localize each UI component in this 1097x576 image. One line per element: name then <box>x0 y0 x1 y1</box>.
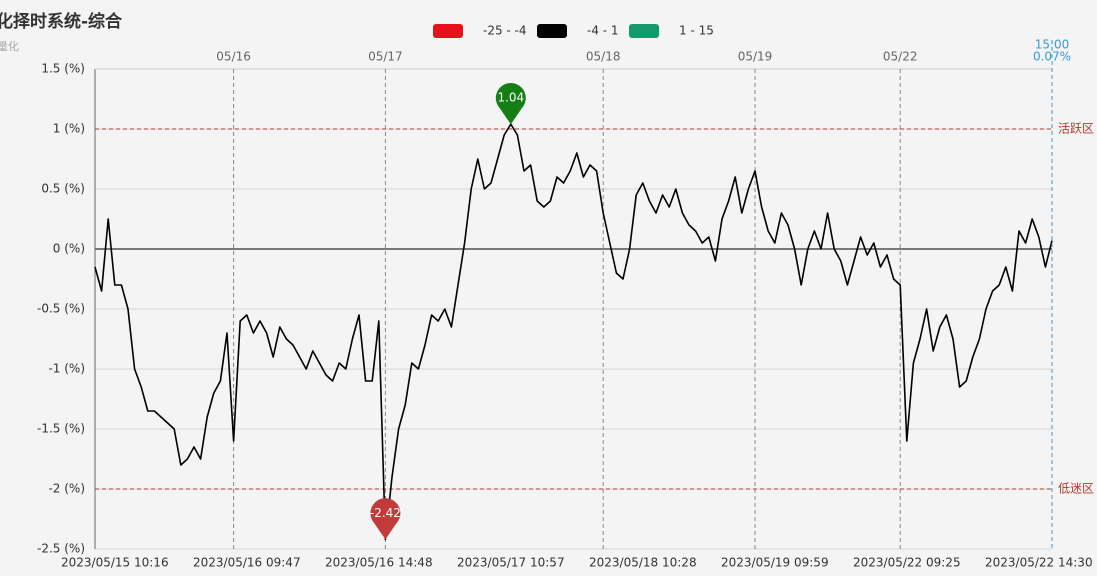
y-tick-label: 0.5 (%) <box>41 182 85 196</box>
pointer-label: 15:00 <box>1035 38 1070 52</box>
mark-point-label: 1.04 <box>497 91 524 105</box>
chart-title: 化择时系统-综合 <box>0 11 123 32</box>
legend-swatch <box>537 24 567 38</box>
mark-line-label: 低迷区 <box>1058 482 1094 496</box>
x-tick-label: 2023/05/16 09:47 <box>193 556 301 570</box>
top-tick-label: 05/22 <box>883 50 918 64</box>
pointer-value-label: 0.07% <box>1033 50 1071 64</box>
y-tick-label: -0.5 (%) <box>37 302 85 316</box>
y-tick-label: -2.5 (%) <box>37 542 85 556</box>
mark-line-label: 活跃区 <box>1058 122 1094 136</box>
legend-label: -25 - -4 <box>483 24 527 38</box>
legend-swatch <box>629 24 659 38</box>
x-tick-label: 2023/05/16 14:48 <box>325 556 433 570</box>
mark-point-label: -2.42 <box>370 506 401 520</box>
mark-point <box>370 498 401 540</box>
legend-swatch <box>433 24 463 38</box>
top-tick-label: 05/17 <box>368 50 403 64</box>
legend-label: 1 - 15 <box>679 24 714 38</box>
y-tick-label: -1.5 (%) <box>37 422 85 436</box>
top-tick-label: 05/19 <box>738 50 773 64</box>
y-tick-label: -1 (%) <box>48 362 85 376</box>
x-tick-label: 2023/05/22 14:30 <box>985 556 1093 570</box>
x-tick-label: 2023/05/19 09:59 <box>721 556 829 570</box>
y-tick-label: -2 (%) <box>48 482 85 496</box>
y-tick-label: 0 (%) <box>53 242 85 256</box>
x-tick-label: 2023/05/15 10:16 <box>61 556 169 570</box>
series-line <box>94 123 1053 541</box>
y-tick-label: 1 (%) <box>53 122 85 136</box>
x-tick-label: 2023/05/18 10:28 <box>589 556 697 570</box>
mark-point <box>495 83 526 125</box>
chart-subtitle: 量化 <box>0 39 19 53</box>
y-tick-label: 1.5 (%) <box>41 62 85 76</box>
x-tick-label: 2023/05/22 09:25 <box>853 556 961 570</box>
top-tick-label: 05/18 <box>586 50 621 64</box>
legend-label: -4 - 1 <box>587 24 619 38</box>
x-tick-label: 2023/05/17 10:57 <box>457 556 565 570</box>
top-tick-label: 05/16 <box>216 50 251 64</box>
